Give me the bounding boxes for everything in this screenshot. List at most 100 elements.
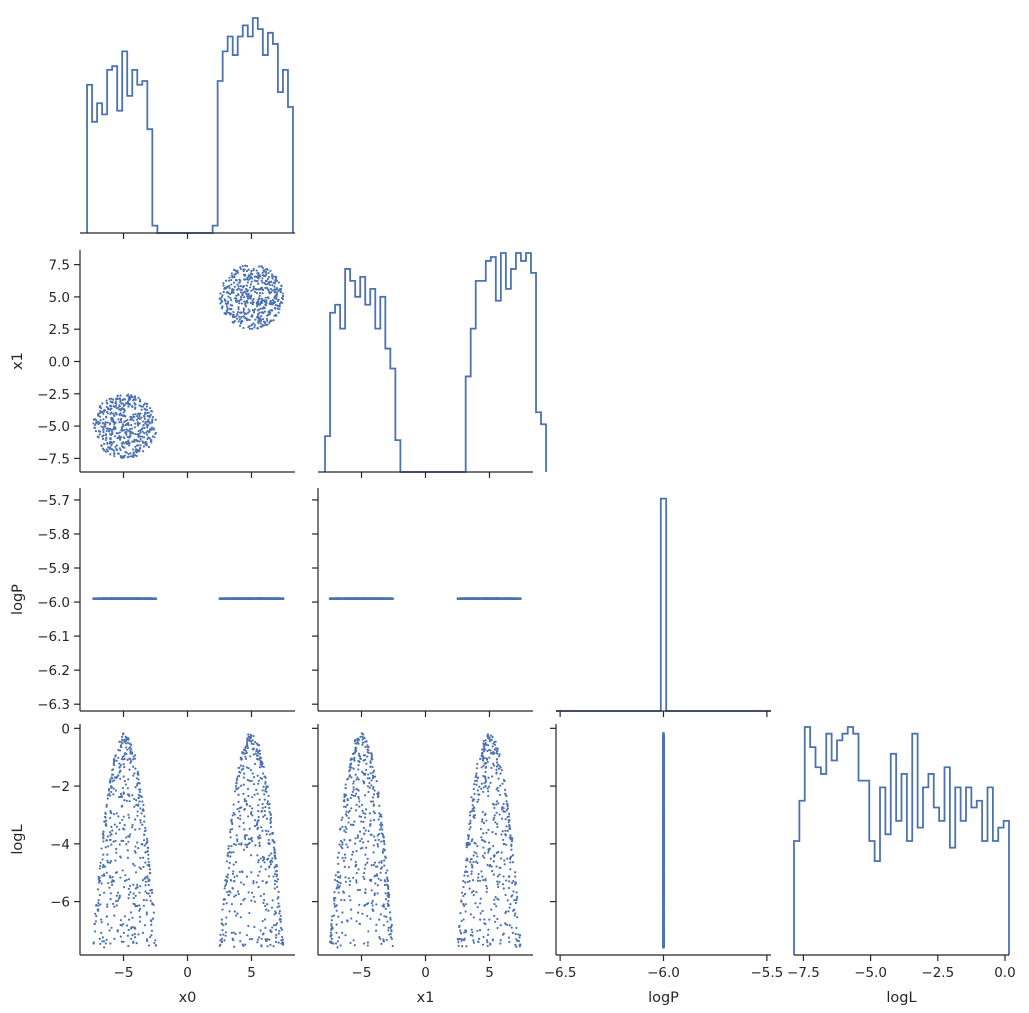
- scatter-point: [505, 879, 508, 882]
- scatter-point: [344, 825, 347, 828]
- scatter-point: [259, 302, 262, 305]
- scatter-point: [150, 923, 153, 926]
- scatter-point: [258, 752, 262, 756]
- scatter-point: [343, 865, 346, 869]
- scatter-point: [256, 819, 259, 822]
- scatter-point: [241, 293, 244, 297]
- scatter-point: [229, 836, 232, 839]
- scatter-point: [364, 891, 367, 894]
- scatter-point: [340, 818, 343, 822]
- scatter-point: [261, 919, 264, 923]
- scatter-point: [247, 924, 250, 927]
- scatter-point: [256, 774, 259, 777]
- scatter-point: [104, 438, 107, 442]
- scatter-point: [263, 270, 266, 273]
- scatter-point: [498, 880, 501, 884]
- scatter-point: [486, 749, 489, 753]
- scatter-point: [274, 928, 278, 931]
- scatter-point: [138, 404, 141, 407]
- scatter-point: [233, 285, 237, 288]
- scatter-point: [244, 757, 248, 761]
- scatter-point: [228, 312, 231, 315]
- scatter-point: [250, 871, 253, 874]
- scatter-point: [114, 839, 117, 843]
- scatter-point: [492, 818, 495, 821]
- scatter-point: [113, 425, 116, 428]
- scatter-point: [376, 792, 379, 795]
- scatter-point: [258, 292, 262, 295]
- scatter-point: [390, 929, 393, 932]
- scatter-point: [126, 793, 129, 796]
- scatter-point: [125, 401, 128, 405]
- scatter-point: [501, 830, 504, 833]
- scatter-point: [105, 410, 109, 414]
- scatter-point: [120, 940, 123, 943]
- scatter-point: [504, 922, 507, 925]
- scatter-point: [137, 417, 140, 420]
- scatter-point: [346, 920, 349, 923]
- scatter-point: [356, 836, 359, 839]
- scatter-point: [252, 895, 255, 898]
- hist-x0: [86, 17, 294, 234]
- scatter-point: [144, 829, 147, 832]
- scatter-point: [142, 436, 146, 439]
- scatter-point: [118, 795, 121, 799]
- scatter-point: [116, 929, 119, 932]
- scatter-point: [262, 785, 265, 788]
- scatter-point: [349, 763, 352, 766]
- scatter-point: [258, 749, 261, 752]
- scatter-point: [230, 283, 233, 286]
- scatter-point: [382, 903, 385, 906]
- scatter-point: [225, 916, 228, 919]
- scatter-point: [115, 847, 118, 851]
- scatter-point: [493, 814, 496, 817]
- scatter-point: [258, 265, 261, 268]
- scatter-point: [380, 942, 383, 945]
- scatter-point: [102, 940, 106, 943]
- scatter-point: [251, 739, 254, 742]
- scatter-point: [105, 803, 108, 806]
- scatter-point: [112, 440, 116, 443]
- scatter-point: [261, 281, 264, 284]
- scatter-point: [129, 761, 132, 764]
- scatter-point: [254, 290, 257, 294]
- scatter-point: [382, 940, 386, 943]
- scatter-point: [386, 876, 389, 879]
- scatter-point: [127, 878, 131, 881]
- scatter-point: [110, 444, 113, 447]
- scatter-point: [93, 426, 96, 430]
- scatter-point: [240, 806, 243, 809]
- scatter-point: [484, 739, 487, 742]
- scatter-point: [103, 449, 106, 452]
- scatter-point: [130, 394, 133, 397]
- scatter-point: [248, 779, 251, 782]
- scatter-point: [106, 421, 109, 424]
- scatter-point: [134, 828, 137, 831]
- scatter-point: [138, 790, 142, 794]
- scatter-point: [249, 755, 252, 758]
- scatter-point: [252, 309, 256, 312]
- scatter-point: [259, 307, 262, 310]
- scatter-point: [329, 597, 333, 600]
- scatter-point: [513, 908, 516, 911]
- scatter-point: [478, 879, 482, 882]
- scatter-point: [235, 834, 238, 837]
- scatter-point: [143, 924, 147, 927]
- scatter-point: [127, 455, 130, 458]
- scatter-point: [262, 815, 265, 818]
- scatter-point: [344, 787, 347, 790]
- scatter-point: [149, 899, 152, 903]
- scatter-point: [121, 445, 124, 448]
- scatter-point: [467, 597, 471, 600]
- scatter-point: [272, 924, 276, 927]
- scatter-point: [103, 874, 106, 877]
- scatter-point: [137, 793, 140, 796]
- scatter-point: [115, 851, 118, 854]
- scatter-point: [261, 311, 264, 314]
- scatter-point: [240, 316, 243, 319]
- scatter-point: [129, 911, 133, 914]
- scatter-point: [145, 899, 148, 902]
- scatter-point: [275, 597, 278, 600]
- scatter-point: [110, 397, 113, 400]
- scatter-point: [368, 777, 371, 780]
